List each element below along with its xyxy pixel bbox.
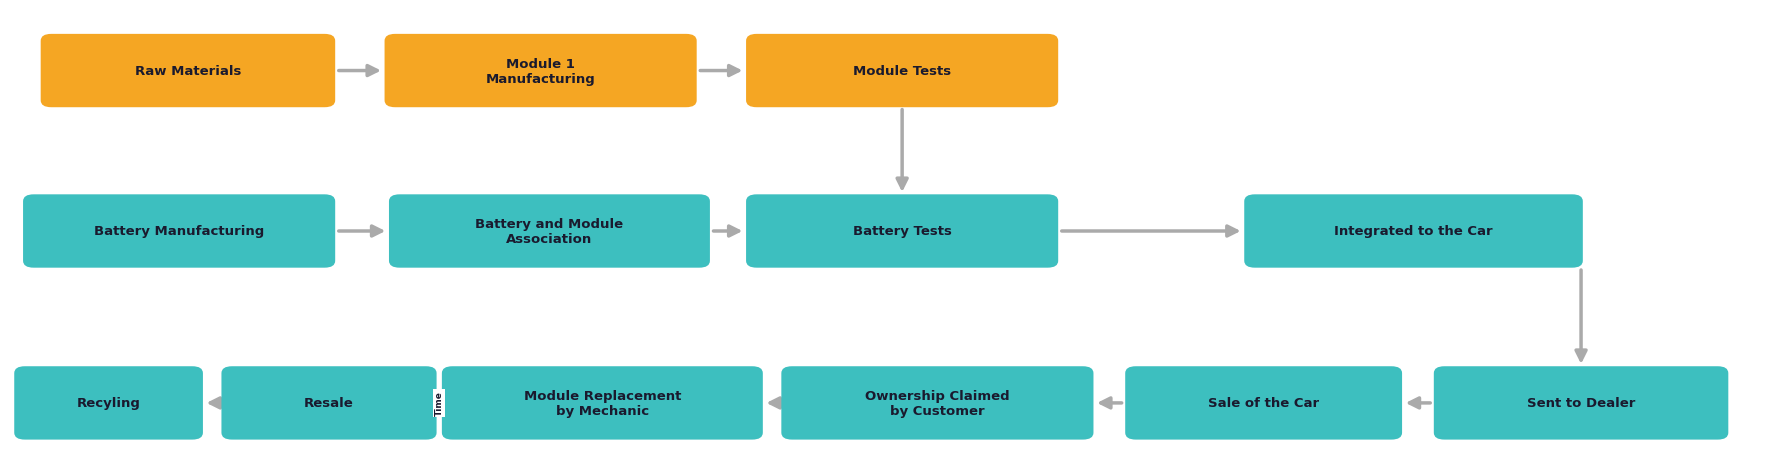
FancyBboxPatch shape bbox=[389, 195, 709, 268]
FancyBboxPatch shape bbox=[1125, 366, 1403, 440]
Text: Raw Materials: Raw Materials bbox=[134, 65, 241, 78]
FancyBboxPatch shape bbox=[747, 195, 1058, 268]
FancyBboxPatch shape bbox=[1244, 195, 1583, 268]
FancyBboxPatch shape bbox=[221, 366, 437, 440]
FancyBboxPatch shape bbox=[442, 366, 762, 440]
Text: Battery Tests: Battery Tests bbox=[853, 225, 952, 238]
Text: Time: Time bbox=[435, 391, 444, 415]
Text: Ownership Claimed
by Customer: Ownership Claimed by Customer bbox=[865, 389, 1010, 417]
Text: Resale: Resale bbox=[304, 397, 354, 410]
FancyBboxPatch shape bbox=[747, 35, 1058, 108]
FancyBboxPatch shape bbox=[384, 35, 697, 108]
Text: Battery Manufacturing: Battery Manufacturing bbox=[94, 225, 264, 238]
Text: Module Replacement
by Mechanic: Module Replacement by Mechanic bbox=[524, 389, 681, 417]
Text: Battery and Module
Association: Battery and Module Association bbox=[476, 218, 623, 245]
Text: Sale of the Car: Sale of the Car bbox=[1208, 397, 1320, 410]
Text: Recyling: Recyling bbox=[76, 397, 140, 410]
Text: Sent to Dealer: Sent to Dealer bbox=[1527, 397, 1635, 410]
FancyBboxPatch shape bbox=[41, 35, 334, 108]
FancyBboxPatch shape bbox=[23, 195, 334, 268]
Text: Module Tests: Module Tests bbox=[853, 65, 952, 78]
FancyBboxPatch shape bbox=[782, 366, 1093, 440]
Text: Module 1
Manufacturing: Module 1 Manufacturing bbox=[486, 57, 596, 85]
Text: Integrated to the Car: Integrated to the Car bbox=[1334, 225, 1493, 238]
FancyBboxPatch shape bbox=[14, 366, 203, 440]
FancyBboxPatch shape bbox=[1435, 366, 1728, 440]
